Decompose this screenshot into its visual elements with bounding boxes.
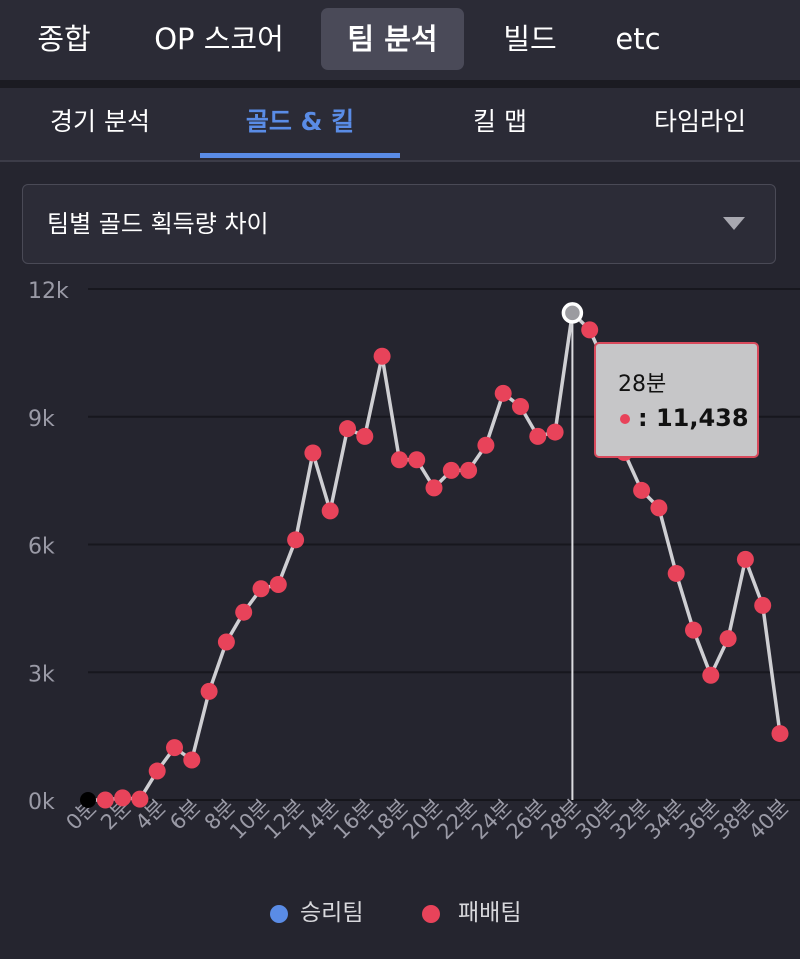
y-tick-label: 0k bbox=[28, 790, 55, 815]
tooltip-title: 28분 bbox=[618, 372, 667, 397]
legend-label-win: 승리팀 bbox=[300, 900, 364, 926]
data-point bbox=[114, 789, 132, 807]
legend-dot-win bbox=[270, 905, 288, 923]
subtab-kill-map[interactable]: 킬 맵 bbox=[473, 107, 527, 136]
tab-build[interactable]: 빌드 bbox=[503, 22, 557, 56]
data-point bbox=[390, 451, 408, 469]
chevron-down-icon bbox=[723, 217, 745, 230]
data-point bbox=[702, 666, 720, 684]
chart-legend: 승리팀 패배팀 bbox=[0, 895, 800, 935]
data-point bbox=[529, 427, 547, 445]
data-point bbox=[581, 321, 599, 339]
data-point-start bbox=[80, 792, 96, 808]
data-point bbox=[685, 621, 702, 639]
data-point bbox=[512, 398, 529, 416]
data-point bbox=[494, 384, 512, 402]
data-point bbox=[356, 427, 374, 445]
x-tick-label: 40분 bbox=[744, 795, 794, 845]
chart-tooltip: 28분 : 11,438 bbox=[594, 342, 759, 458]
data-point bbox=[217, 633, 235, 651]
data-point bbox=[287, 531, 305, 549]
active-subtab-indicator bbox=[200, 153, 400, 158]
data-point bbox=[304, 444, 322, 462]
data-point bbox=[339, 420, 356, 438]
data-point bbox=[200, 682, 218, 700]
chart-type-select-value: 팀별 골드 획득량 차이 bbox=[47, 210, 269, 238]
legend-item-loss[interactable]: 패배팀 bbox=[420, 895, 521, 935]
data-point bbox=[408, 451, 426, 469]
tab-op-score[interactable]: OP 스코어 bbox=[154, 22, 284, 56]
legend-dot-loss bbox=[422, 905, 440, 923]
tooltip-series-dot bbox=[620, 414, 630, 424]
legend-label-loss: 패배팀 bbox=[458, 900, 522, 926]
section-divider bbox=[0, 80, 800, 88]
tab-summary[interactable]: 종합 bbox=[37, 22, 91, 56]
y-tick-label: 9k bbox=[28, 407, 55, 432]
subtab-timeline[interactable]: 타임라인 bbox=[653, 107, 746, 136]
data-point bbox=[183, 751, 201, 769]
data-point bbox=[166, 739, 183, 757]
subtab-gold-kill[interactable]: 골드 & 킬 bbox=[245, 107, 355, 136]
data-point bbox=[442, 461, 460, 479]
data-point bbox=[373, 347, 391, 365]
subtab-game-analysis[interactable]: 경기 분석 bbox=[50, 107, 150, 136]
data-point bbox=[269, 576, 287, 594]
y-tick-label: 3k bbox=[28, 662, 55, 687]
data-point bbox=[667, 564, 685, 582]
chart-type-select[interactable]: 팀별 골드 획득량 차이 bbox=[22, 184, 776, 264]
y-tick-label: 6k bbox=[28, 535, 55, 560]
data-point-active bbox=[561, 302, 584, 324]
legend-item-win[interactable]: 승리팀 bbox=[270, 895, 363, 935]
data-point bbox=[321, 502, 339, 520]
data-point bbox=[148, 762, 166, 780]
data-point bbox=[736, 550, 754, 568]
data-point bbox=[546, 423, 564, 441]
data-point bbox=[460, 461, 478, 479]
data-point bbox=[754, 596, 772, 614]
data-point bbox=[131, 790, 149, 808]
top-tab-bar: 종합 OP 스코어 팀 분석 빌드 etc bbox=[0, 0, 800, 80]
y-tick-label: 12k bbox=[28, 279, 69, 304]
data-point bbox=[96, 791, 114, 809]
data-point bbox=[477, 436, 495, 454]
data-point bbox=[425, 479, 443, 497]
data-point bbox=[771, 725, 789, 743]
data-point bbox=[633, 481, 651, 499]
tab-team-analysis[interactable]: 팀 분석 bbox=[321, 8, 464, 70]
tooltip-value: : 11,438 bbox=[638, 404, 749, 432]
sub-tab-bar: 경기 분석 골드 & 킬 킬 맵 타임라인 bbox=[0, 88, 800, 162]
data-point bbox=[252, 580, 270, 598]
tab-etc[interactable]: etc bbox=[615, 22, 661, 56]
data-point bbox=[719, 630, 737, 648]
data-point bbox=[650, 499, 668, 517]
data-point bbox=[235, 603, 253, 621]
